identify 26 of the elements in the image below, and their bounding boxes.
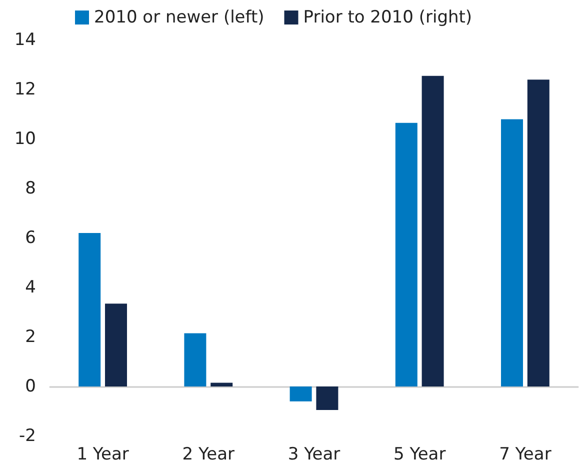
bar xyxy=(527,80,550,386)
y-tick-label: -2 xyxy=(19,426,36,446)
x-tick-label: 1 Year xyxy=(76,444,129,464)
bar xyxy=(316,386,338,410)
x-tick-label: 5 Year xyxy=(393,444,446,464)
bar xyxy=(395,122,418,386)
legend-label: 2010 or newer (left) xyxy=(94,8,264,28)
bar xyxy=(210,382,233,386)
bar xyxy=(501,119,523,386)
bar xyxy=(184,333,206,386)
bar xyxy=(422,76,444,386)
bar xyxy=(290,386,312,402)
y-tick-label: 10 xyxy=(14,129,36,149)
x-tick-label: 3 Year xyxy=(288,444,340,464)
y-tick-label: 0 xyxy=(25,376,36,396)
x-tick-label: 2 Year xyxy=(182,444,235,464)
y-tick-label: 12 xyxy=(14,80,36,100)
x-tick-label: 7 Year xyxy=(499,444,552,464)
legend-label: Prior to 2010 (right) xyxy=(303,8,472,28)
bar xyxy=(105,304,127,386)
y-tick-label: 14 xyxy=(14,30,36,50)
y-tick-label: 2 xyxy=(25,327,36,347)
y-tick-label: 4 xyxy=(25,278,36,298)
bar xyxy=(78,233,101,386)
y-tick-label: 8 xyxy=(25,178,36,198)
y-tick-label: 6 xyxy=(25,228,36,248)
